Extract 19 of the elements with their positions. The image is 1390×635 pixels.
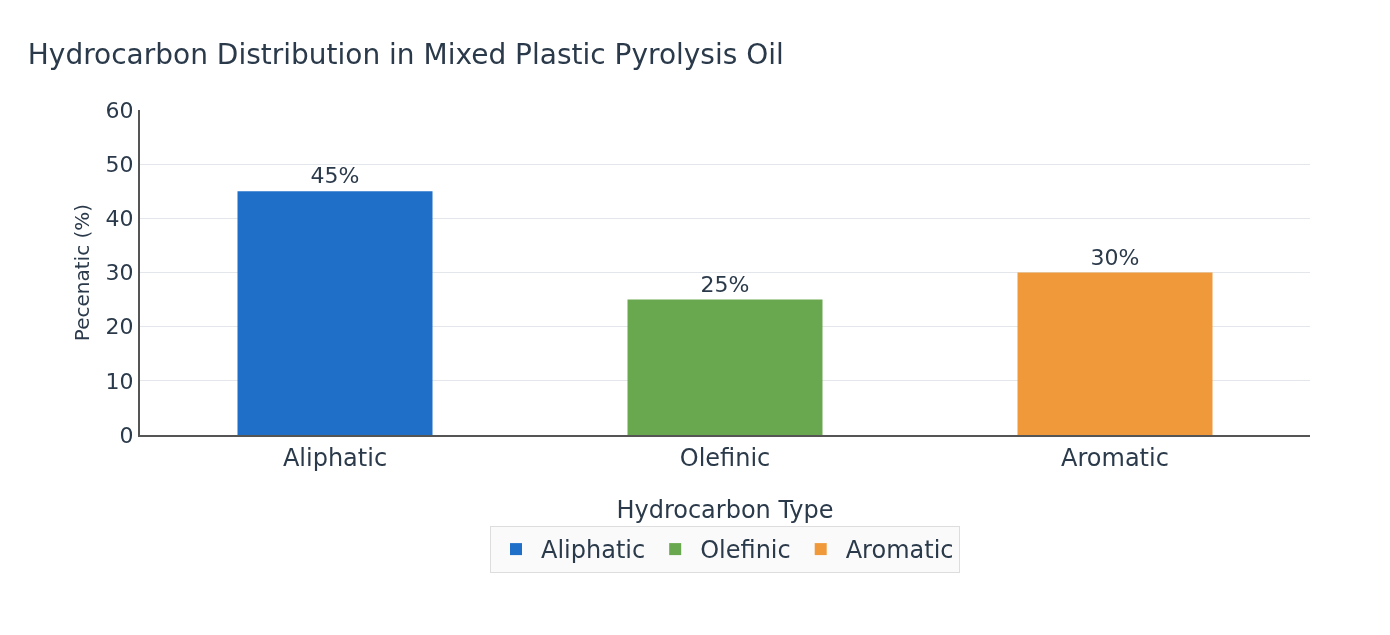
data-label: 30% [1090, 244, 1140, 270]
data-label: 45% [310, 163, 360, 189]
x-tick-label: Aromatic [1061, 443, 1169, 472]
x-tick-label: Aliphatic [282, 443, 388, 472]
x-axis-title: Hydrocarbon Type [616, 495, 834, 524]
legend-label: Olefinic [700, 536, 791, 565]
y-tick-label: 0 [119, 422, 134, 448]
y-tick-label: 20 [105, 314, 134, 340]
y-tick-label: 10 [105, 368, 134, 394]
legend-label: Aliphatic [541, 536, 646, 565]
legend-label: Aromatic [845, 536, 954, 565]
y-axis-title: Pecenatic (%) [70, 203, 94, 342]
y-tick-label: 50 [105, 151, 134, 177]
x-tick-label: Olefinic [679, 443, 771, 472]
y-tick-label: 40 [105, 206, 134, 232]
y-tick-label: 60 [105, 97, 134, 123]
y-tick-label: 30 [105, 260, 134, 286]
chart-title: Hydrocarbon Distribution in Mixed Plastic Pyrolysis Oil [27, 38, 784, 72]
data-label: 25% [700, 271, 750, 297]
